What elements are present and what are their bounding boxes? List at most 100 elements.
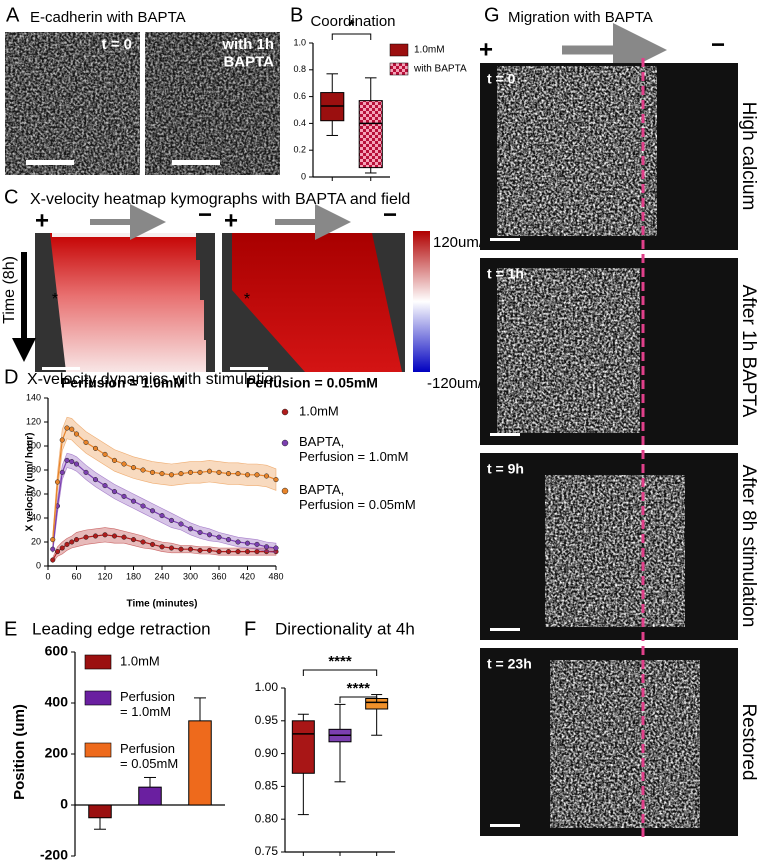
data-point: [73, 537, 80, 543]
y-tick-label: 600: [45, 643, 69, 659]
x-tick-label: 360: [211, 571, 226, 581]
y-tick-label: 0: [301, 171, 306, 181]
y-tick-label: 40: [31, 512, 41, 522]
x-tick-label: 480: [268, 571, 283, 581]
sign: +: [224, 207, 238, 234]
data-point: [159, 471, 165, 477]
time-label: t = 23h: [487, 656, 532, 672]
data-point: [206, 547, 213, 553]
legend-label: Perfusion = 0.05mM: [120, 741, 178, 771]
panel-label: B: [290, 4, 303, 26]
legend-swatch: [84, 654, 112, 670]
axis-label: Time (8h): [1, 256, 18, 324]
significance-bracket: [331, 33, 372, 40]
data-point: [149, 541, 156, 547]
y-tick-label: 60: [31, 488, 41, 498]
x-tick-label: 240: [154, 571, 169, 581]
data-point: [187, 546, 194, 552]
data-point: [178, 546, 184, 552]
y-tick-label: 0.95: [255, 713, 279, 727]
data-point: [50, 557, 56, 563]
y-tick-label: 0.75: [255, 844, 279, 858]
x-tick-label: 300: [183, 571, 198, 581]
panel-label: G: [484, 4, 500, 26]
data-point: [83, 439, 89, 445]
data-point: [235, 549, 241, 555]
data-point: [102, 532, 108, 538]
data-point: [59, 437, 65, 443]
x-tick-label: 120: [97, 571, 112, 581]
data-point: [168, 472, 175, 478]
legend-marker: [281, 487, 289, 495]
data-point: [92, 533, 99, 539]
legend-label: Perfusion = 1.0mM: [120, 689, 175, 719]
y-tick-label: 0: [36, 560, 41, 570]
legend-label: 1.0mM: [414, 45, 445, 56]
data-point: [273, 545, 279, 551]
data-point: [92, 445, 99, 451]
x-axis-label: Time (minutes): [127, 599, 198, 610]
data-point: [130, 537, 137, 543]
y-tick-label: 0.80: [255, 811, 279, 825]
y-tick-label: -200: [40, 847, 68, 861]
condition-label: After 8h stimulation: [738, 465, 759, 628]
data-point: [244, 472, 251, 478]
data-point: [130, 498, 137, 504]
y-axis-label: X velocity (um/ hour): [25, 433, 36, 532]
data-point: [73, 431, 80, 437]
data-point: [216, 469, 222, 475]
data-point: [50, 537, 56, 543]
bar: [88, 804, 112, 819]
sign: −: [711, 31, 725, 58]
data-point: [206, 532, 213, 538]
data-point: [225, 471, 232, 477]
legend-swatch: [84, 690, 112, 706]
data-point: [130, 465, 137, 471]
data-point: [140, 503, 146, 509]
colorbar-label: -120um/h: [427, 375, 490, 392]
data-point: [244, 540, 251, 546]
data-point: [54, 549, 61, 555]
data-point: [216, 534, 222, 540]
condition-label: High calcium: [738, 102, 759, 211]
legend-swatch: [84, 742, 112, 758]
data-point: [159, 513, 165, 519]
data-point: [235, 471, 241, 477]
y-tick-label: 0.4: [293, 118, 306, 128]
data-point: [206, 468, 213, 474]
data-point: [111, 457, 118, 463]
data-point: [178, 521, 184, 527]
sign: +: [479, 36, 493, 63]
data-point: [54, 479, 61, 485]
data-point: [168, 517, 175, 523]
y-tick-label: 0.8: [293, 64, 306, 74]
condition-label: Restored: [738, 703, 759, 780]
chart-title: Directionality at 4h: [275, 619, 415, 638]
y-tick-label: 20: [31, 536, 41, 546]
sign: −: [383, 201, 397, 228]
sign: −: [198, 201, 212, 228]
box: [358, 100, 383, 169]
bar: [138, 786, 162, 806]
data-point: [64, 425, 70, 431]
significance-bracket: [302, 669, 378, 676]
data-point: [69, 539, 75, 545]
panel-title: E-cadherin with BAPTA: [30, 9, 186, 26]
data-point: [92, 477, 99, 483]
colorbar-label: 120um/h: [433, 234, 491, 251]
y-axis-label: Position (um): [11, 704, 28, 800]
time-label: t = 1h: [487, 266, 524, 282]
legend-label: BAPTA, Perfusion = 1.0mM: [299, 434, 408, 464]
legend-marker: [281, 439, 289, 447]
y-tick-label: 120: [26, 416, 41, 426]
data-point: [59, 545, 65, 551]
data-point: [121, 461, 127, 467]
data-point: [244, 549, 251, 555]
data-point: [111, 533, 118, 539]
data-point: [178, 471, 184, 477]
data-point: [102, 451, 108, 457]
data-point: [225, 537, 232, 543]
data-point: [64, 541, 70, 547]
